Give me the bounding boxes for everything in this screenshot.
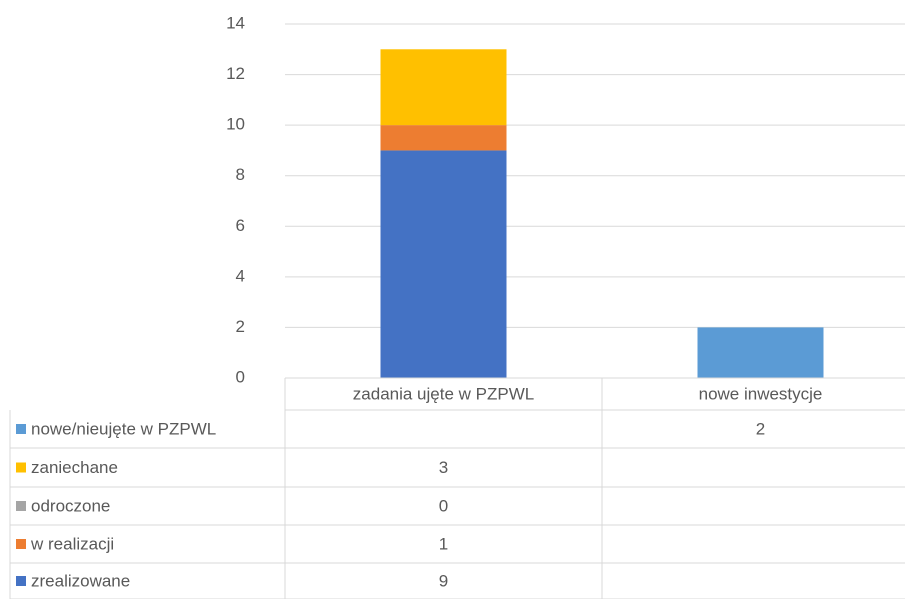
y-tick-label: 2 [236,317,245,336]
legend-key [16,424,26,434]
legend-key [16,501,26,511]
y-tick-label: 0 [236,367,245,386]
y-tick-label: 8 [236,165,245,184]
bar-segment [380,150,507,378]
legend-label: zrealizowane [31,571,130,590]
legend-label: nowe/nieujęte w PZPWL [31,419,216,438]
y-tick-label: 12 [226,64,245,83]
y-tick-label: 4 [236,266,245,285]
bar-segment [380,49,507,126]
table-value: 9 [439,571,448,590]
table-value: 3 [439,458,448,477]
bar-segment [380,125,507,151]
legend-label: zaniechane [31,458,118,477]
table-value: 0 [439,496,448,515]
legend-key [16,576,26,586]
y-tick-label: 14 [226,13,245,32]
y-tick-label: 6 [236,216,245,235]
x-tick-label: zadania ujęte w PZPWL [353,384,534,403]
legend-label: w realizacji [30,534,114,553]
x-tick-label: nowe inwestycje [699,384,823,403]
legend-key [16,462,26,473]
legend-key [16,539,26,549]
bar-segment [697,327,824,378]
y-tick-label: 10 [226,115,245,134]
table-value: 2 [756,419,765,438]
legend-label: odroczone [31,496,110,515]
table-value: 1 [439,534,448,553]
